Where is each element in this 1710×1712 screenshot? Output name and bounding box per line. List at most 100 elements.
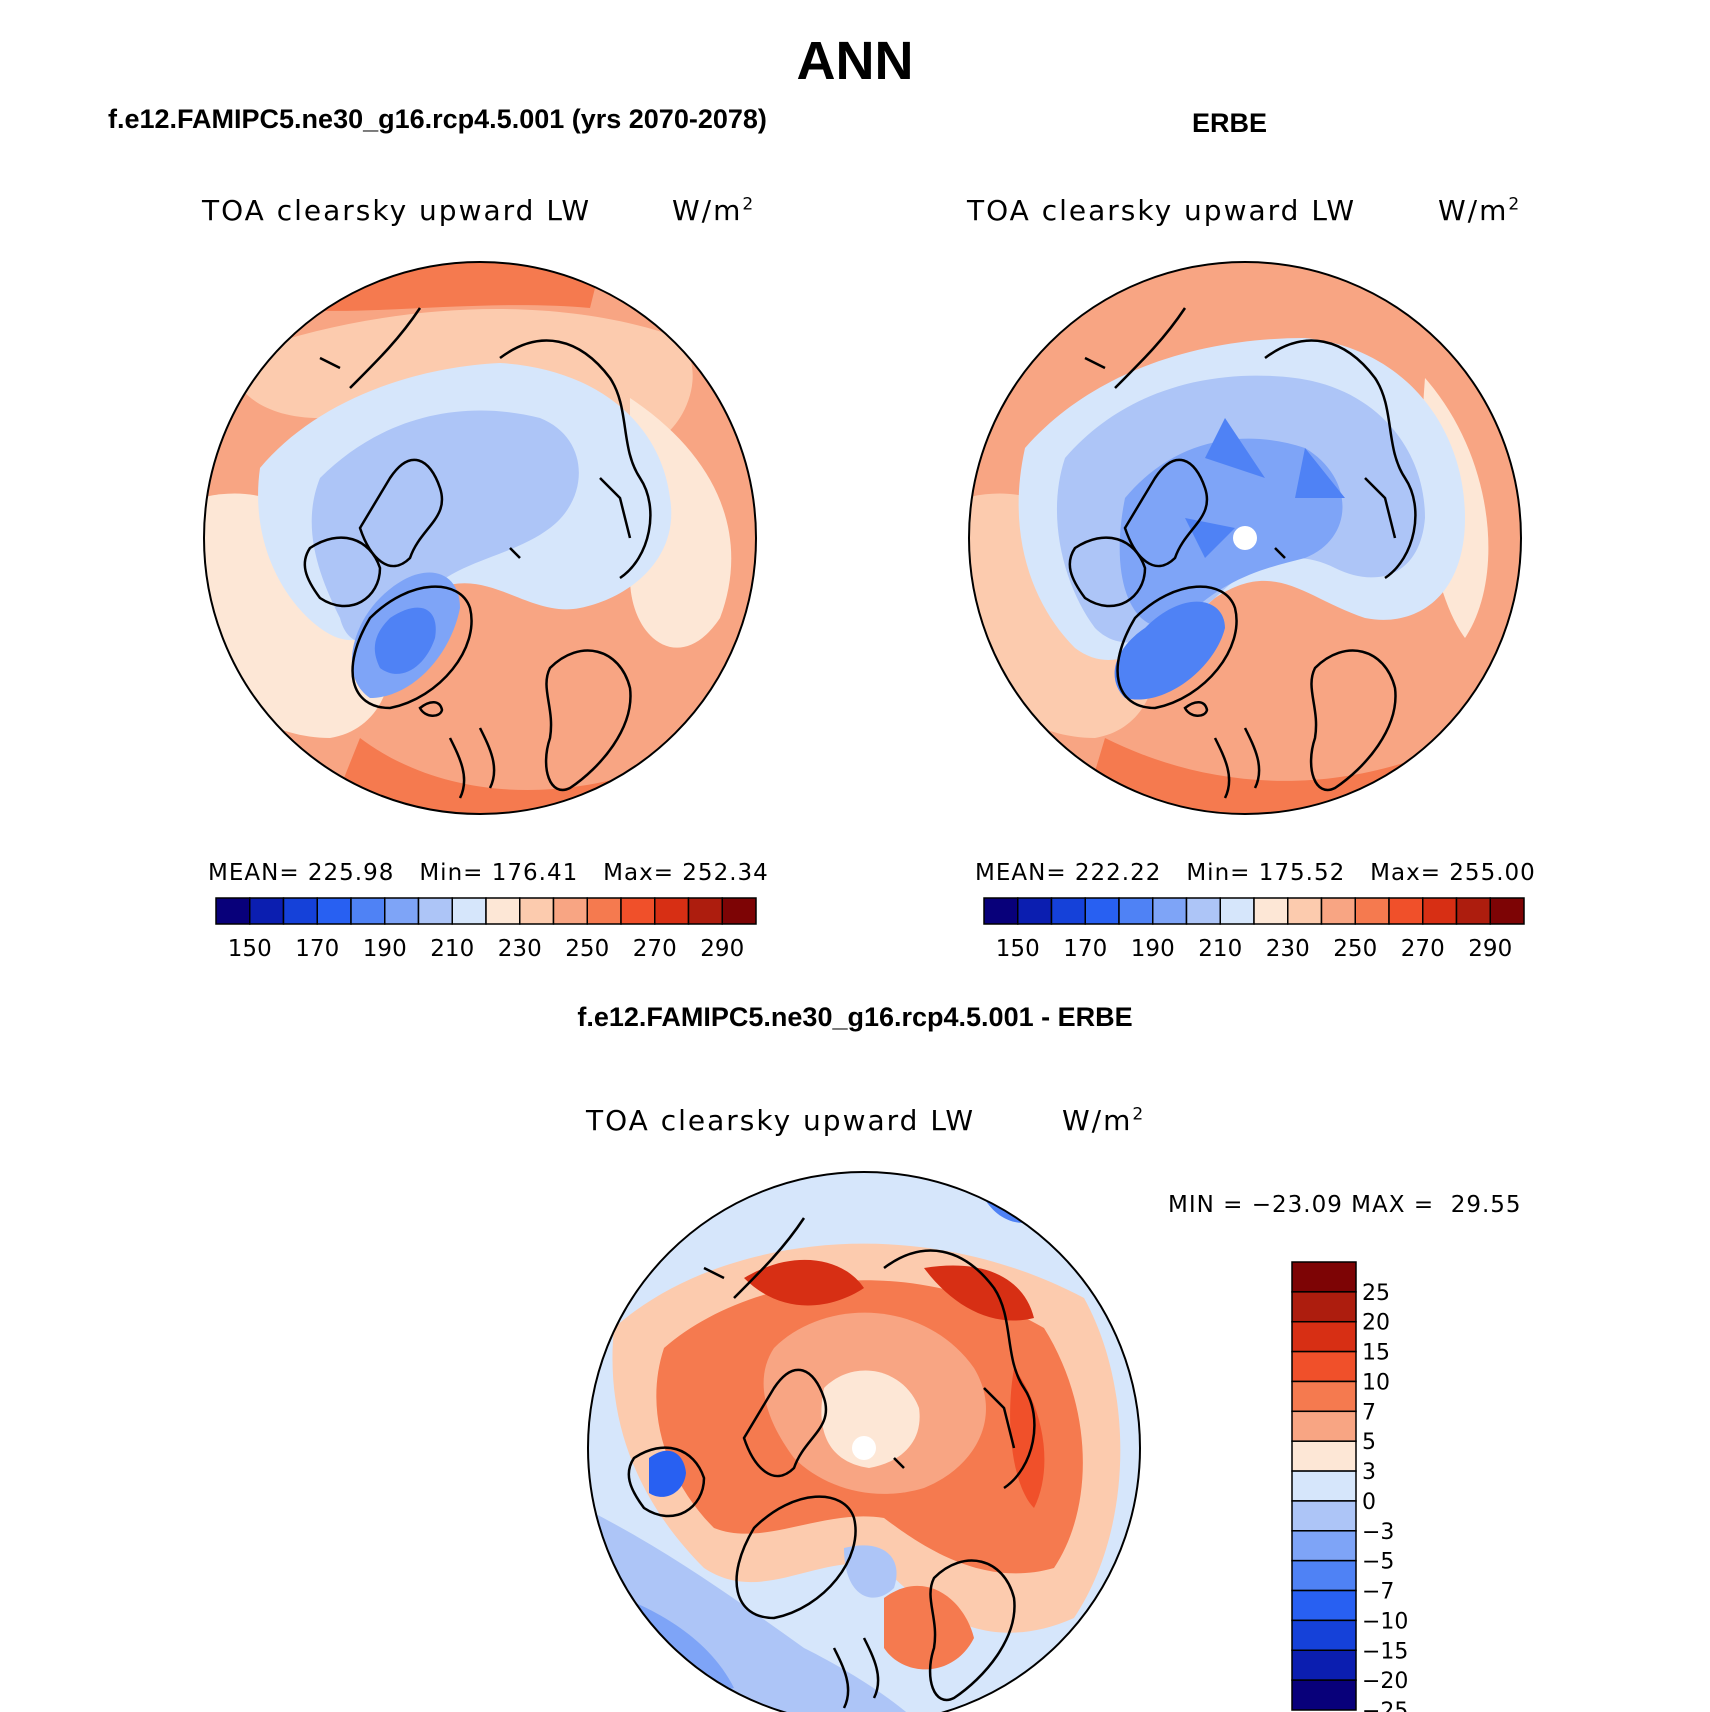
colorbar-swatch: [485, 897, 521, 925]
model-coastlines: [303, 307, 652, 799]
model-stats: MEAN= 225.98 Min= 176.41 Max= 252.34: [208, 860, 769, 886]
diff-colorbar-tick-label: 15: [1362, 1341, 1390, 1366]
diff-colorbar-tick-label: 5: [1362, 1430, 1376, 1455]
colorbar-swatch: [282, 897, 318, 925]
colorbar-swatch: [721, 897, 757, 925]
colorbar-tick-label: 290: [1468, 936, 1512, 962]
colorbar-swatch: [1253, 897, 1289, 925]
obs-variable-label: TOA clearsky upward LW: [967, 194, 1357, 227]
colorbar-tick-label: 150: [228, 936, 272, 962]
colorbar-tick-label: 230: [498, 936, 542, 962]
diff-pole-gap: [852, 1436, 876, 1460]
diff-colorbar-tick-label: 10: [1362, 1370, 1390, 1395]
diff-colorbar-swatch: [1291, 1350, 1357, 1383]
colorbar-swatch: [451, 897, 487, 925]
diff-colorbar-tick-label: −25: [1362, 1699, 1408, 1712]
obs-colorbar: 150 170 190 210 230 250 270 290: [983, 897, 1525, 962]
colorbar-swatch: [654, 897, 690, 925]
diff-colorbar-tick-label: 0: [1362, 1490, 1376, 1515]
colorbar-tick-label: 190: [1131, 936, 1175, 962]
colorbar-swatch: [249, 897, 285, 925]
diff-map-border: [587, 1171, 1141, 1712]
obs-map-border: [968, 261, 1522, 815]
colorbar-swatch: [687, 897, 723, 925]
obs-stats: MEAN= 222.22 Min= 175.52 Max= 255.00: [975, 860, 1536, 886]
colorbar-swatch: [1017, 897, 1053, 925]
colorbar-tick-label: 230: [1266, 936, 1310, 962]
colorbar-tick-label: 250: [1333, 936, 1377, 962]
colorbar-swatch: [1422, 897, 1458, 925]
colorbar-swatch: [316, 897, 352, 925]
colorbar-tick-label: 150: [996, 936, 1040, 962]
colorbar-swatch: [586, 897, 622, 925]
diff-colorbar-swatch: [1291, 1291, 1357, 1323]
diff-colorbar-tick-label: −15: [1362, 1639, 1408, 1664]
diff-units-label: W/m2: [1062, 1104, 1146, 1137]
diff-colorbar-tick-label: 7: [1362, 1400, 1376, 1425]
diff-stats: MIN = −23.09 MAX = 29.55: [1168, 1192, 1522, 1218]
obs-pole-gap: [1233, 526, 1257, 550]
colorbar-tick-label: 290: [700, 936, 744, 962]
colorbar-swatch: [1388, 897, 1424, 925]
colorbar-swatch: [1354, 897, 1390, 925]
colorbar-tick-label: 210: [1198, 936, 1242, 962]
obs-title: ERBE: [1192, 108, 1268, 138]
colorbar-tick-label: 270: [633, 936, 677, 962]
obs-polar-map: [968, 261, 1522, 815]
colorbar-swatch: [519, 897, 555, 925]
obs-units-label: W/m2: [1438, 194, 1522, 227]
diff-colorbar-swatch: [1291, 1410, 1357, 1442]
diff-colorbar-tick-label: 25: [1362, 1281, 1390, 1306]
colorbar-swatch: [552, 897, 588, 925]
diff-colorbar-tick-label: 3: [1362, 1460, 1376, 1485]
diff-colorbar-swatch: [1291, 1649, 1357, 1681]
colorbar-swatch: [1084, 897, 1120, 925]
diff-colorbar-tick-label: −10: [1362, 1609, 1408, 1634]
colorbar-tick-label: 170: [295, 936, 339, 962]
colorbar-swatch: [1320, 897, 1356, 925]
diff-colorbar-swatch: [1291, 1589, 1357, 1622]
colorbar-tick-label: 250: [565, 936, 609, 962]
diff-colorbar-swatch: [1291, 1559, 1357, 1592]
model-colorbar: 150 170 190 210 230 250 270 290: [215, 897, 757, 962]
diff-colorbar-swatch: [1291, 1679, 1357, 1711]
diff-colorbar-swatch: [1291, 1470, 1357, 1502]
diff-colorbar-swatch: [1291, 1380, 1357, 1413]
model-variable-label: TOA clearsky upward LW: [202, 194, 592, 227]
diff-colorbar-swatch: [1291, 1261, 1357, 1293]
diff-colorbar-tick-label: −5: [1362, 1550, 1394, 1575]
diff-colorbar-swatch: [1291, 1619, 1357, 1652]
diff-colorbar-tick-label: −7: [1362, 1580, 1394, 1605]
colorbar-swatch: [1118, 897, 1154, 925]
season-title: ANN: [796, 31, 914, 91]
colorbar-swatch: [417, 897, 453, 925]
diff-colorbar-swatch: [1291, 1440, 1357, 1472]
model-polar-map: [203, 261, 757, 815]
diff-colorbar-tick-label: 20: [1362, 1311, 1390, 1336]
obs-coastlines: [1068, 307, 1417, 799]
colorbar-swatch: [1185, 897, 1221, 925]
colorbar-tick-label: 270: [1401, 936, 1445, 962]
model-map-border: [203, 261, 757, 815]
colorbar-swatch: [1287, 897, 1323, 925]
diff-colorbar: 25 20 15 10 7 5 3 0 −3 −5 −7 −10 −15 −20 −25: [1291, 1261, 1408, 1712]
colorbar-swatch: [215, 897, 251, 925]
colorbar-swatch: [350, 897, 386, 925]
model-units-label: W/m2: [672, 194, 756, 227]
diff-title: f.e12.FAMIPC5.ne30_g16.rcp4.5.001 - ERBE: [577, 1002, 1133, 1032]
colorbar-swatch: [983, 897, 1019, 925]
colorbar-swatch: [1219, 897, 1255, 925]
colorbar-swatch: [1455, 897, 1491, 925]
diff-colorbar-swatch: [1291, 1500, 1357, 1532]
diff-coastlines: [627, 1217, 1036, 1709]
colorbar-tick-label: 190: [363, 936, 407, 962]
diff-colorbar-swatch: [1291, 1320, 1357, 1353]
diff-polar-map: [587, 1171, 1141, 1712]
colorbar-swatch: [620, 897, 656, 925]
colorbar-swatch: [384, 897, 420, 925]
model-case-title: f.e12.FAMIPC5.ne30_g16.rcp4.5.001 (yrs 2…: [108, 104, 767, 134]
diff-variable-label: TOA clearsky upward LW: [586, 1104, 976, 1137]
diff-colorbar-swatch: [1291, 1530, 1357, 1562]
colorbar-swatch: [1489, 897, 1525, 925]
diff-colorbar-tick-label: −20: [1362, 1669, 1408, 1694]
